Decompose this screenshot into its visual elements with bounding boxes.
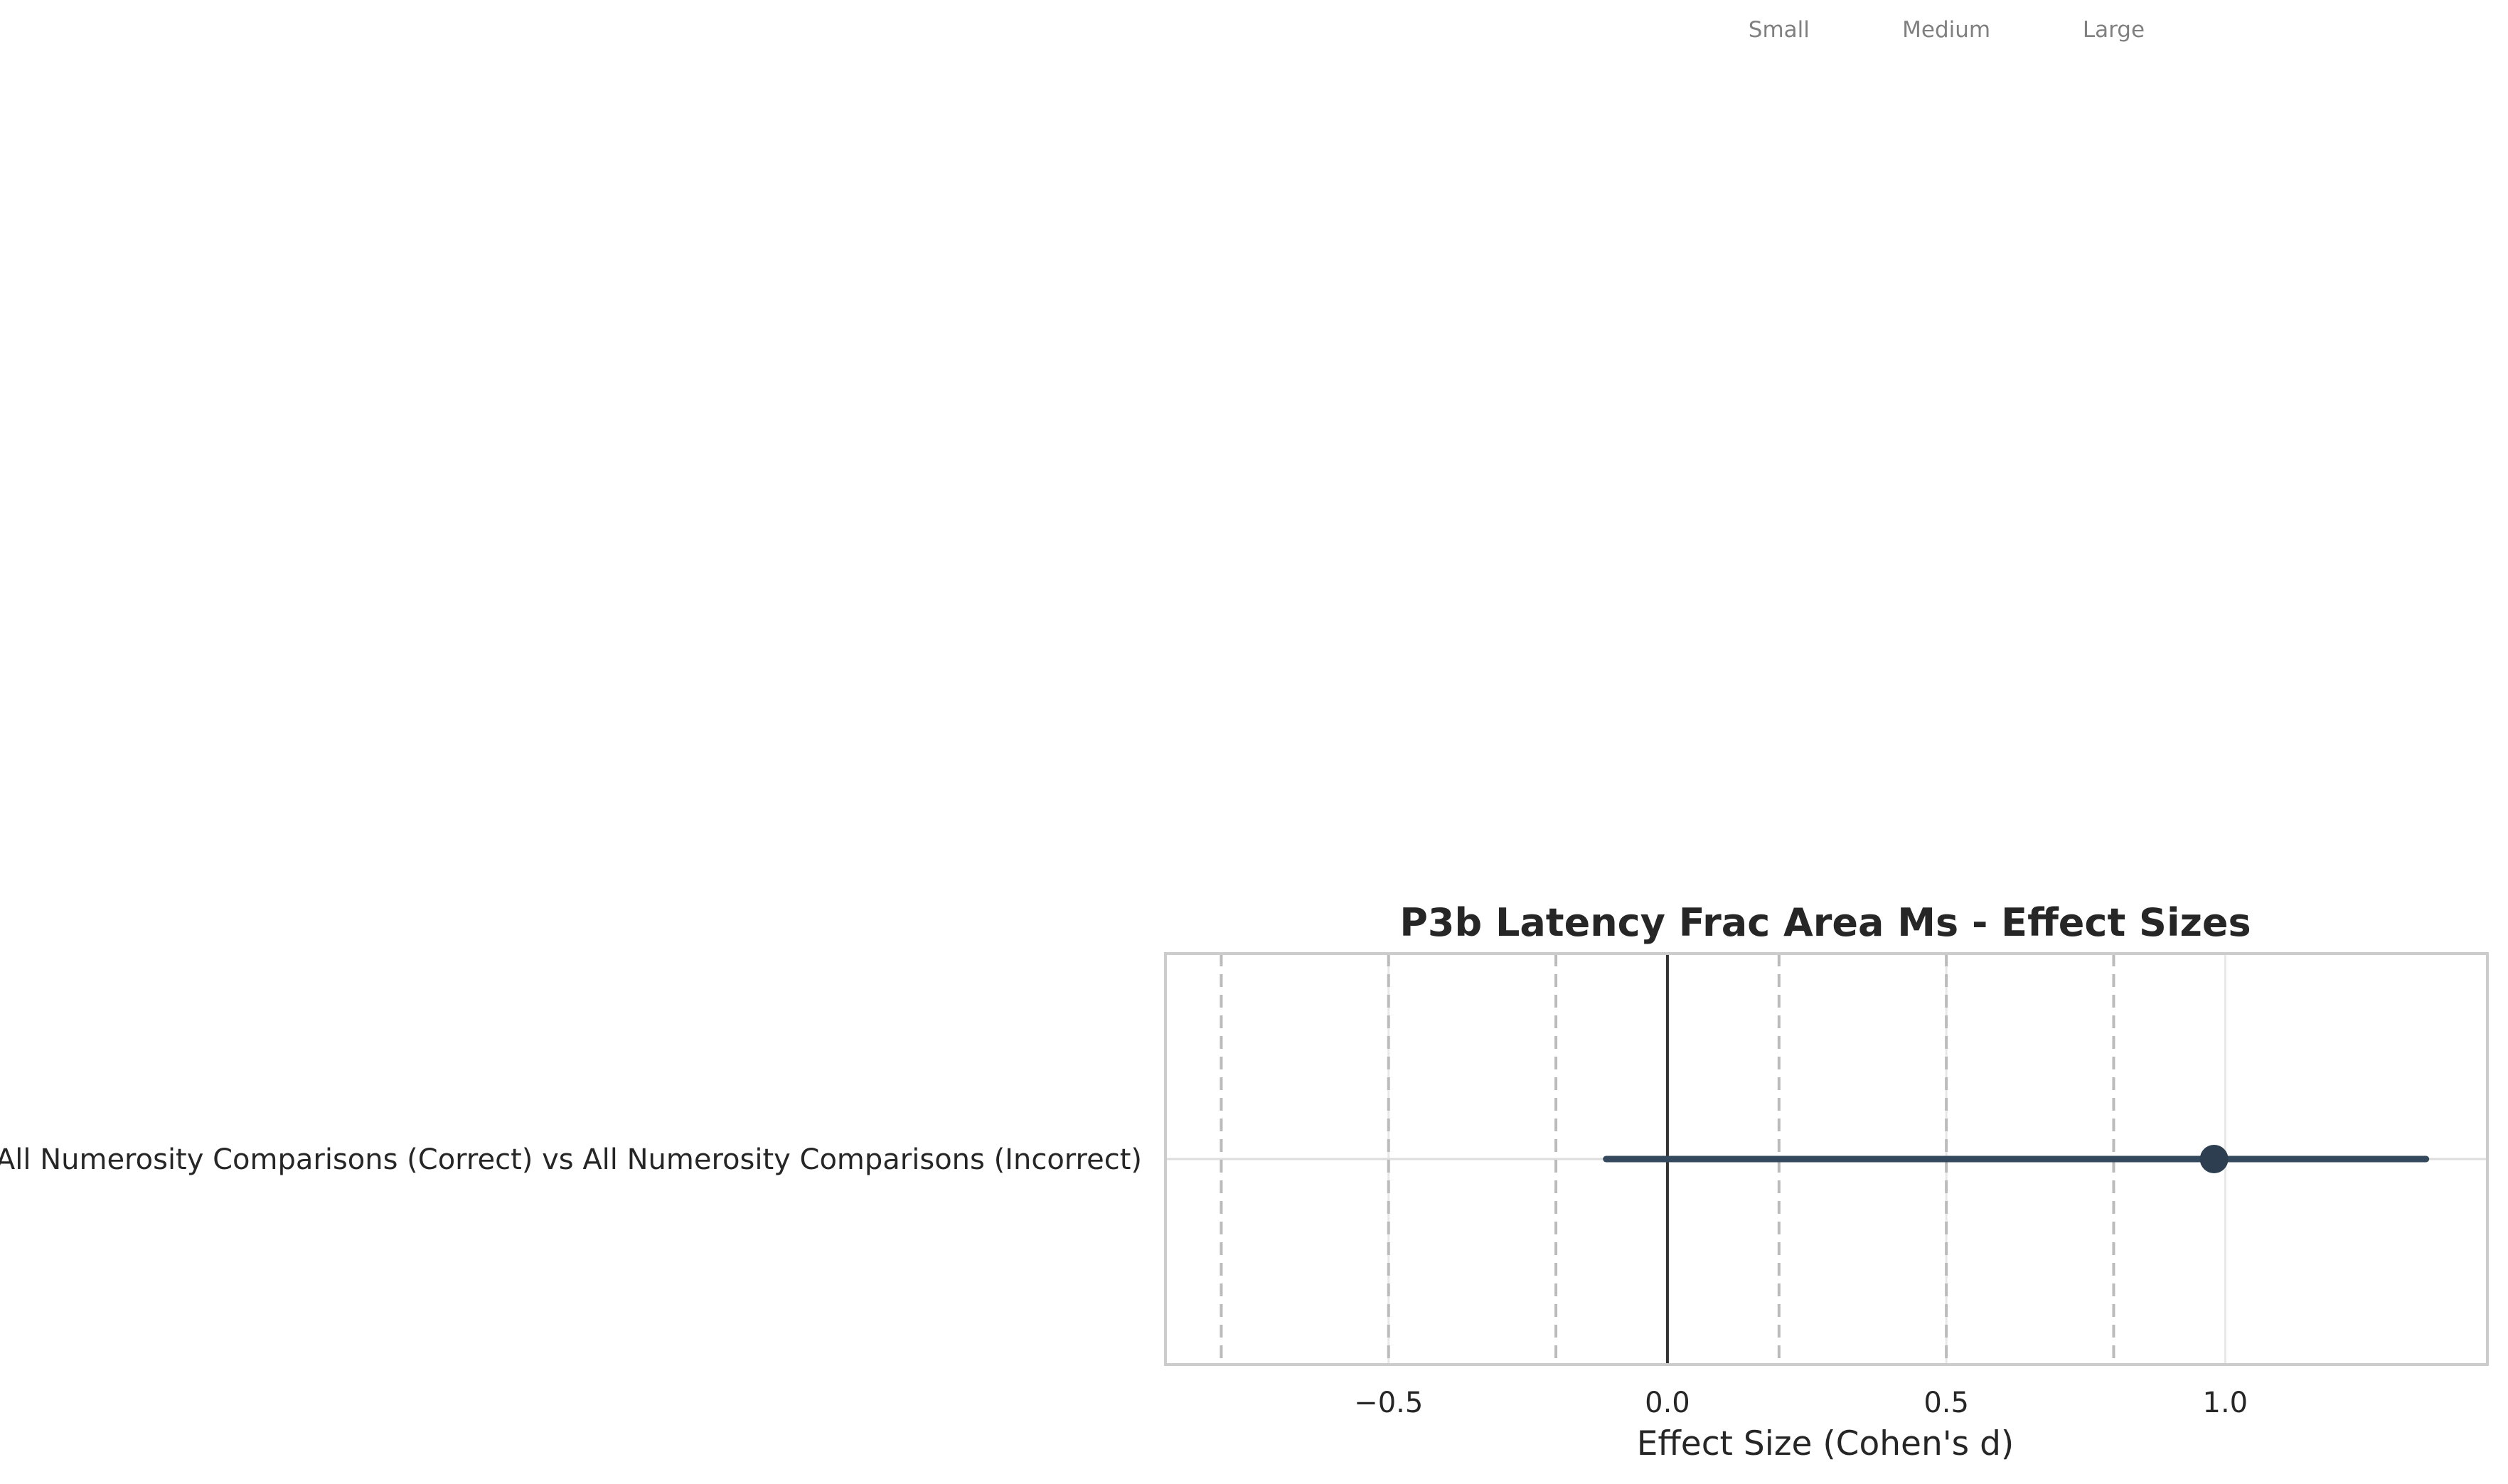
x-axis-ticks: −0.5 0.0 0.5 1.0 [1354, 1387, 2248, 1419]
x-axis-label: Effect Size (Cohen's d) [1637, 1424, 2015, 1463]
reference-label: Large [2083, 17, 2145, 43]
reference-line-labels: Small Medium Large [1749, 17, 2145, 43]
reference-lines [1220, 954, 2115, 1365]
reference-label: Small [1749, 17, 1810, 43]
x-tick-label: 0.5 [1923, 1387, 1969, 1419]
x-tick-label: 1.0 [2203, 1387, 2248, 1419]
chart-title: P3b Latency Frac Area Ms - Effect Sizes [1399, 900, 2251, 945]
x-tick-label: 0.0 [1645, 1387, 1690, 1419]
row-label: All Numerosity Comparisons (Correct) vs … [0, 1143, 1142, 1176]
effect-size-point [2199, 1145, 2229, 1173]
data-marks [1603, 1145, 2430, 1173]
plot-area [1164, 952, 2489, 1366]
y-axis-labels: All Numerosity Comparisons (Correct) vs … [0, 1143, 1142, 1176]
plot-frame [1164, 952, 2489, 1366]
x-tick-label: −0.5 [1354, 1387, 1423, 1419]
reference-label: Medium [1902, 17, 1990, 43]
